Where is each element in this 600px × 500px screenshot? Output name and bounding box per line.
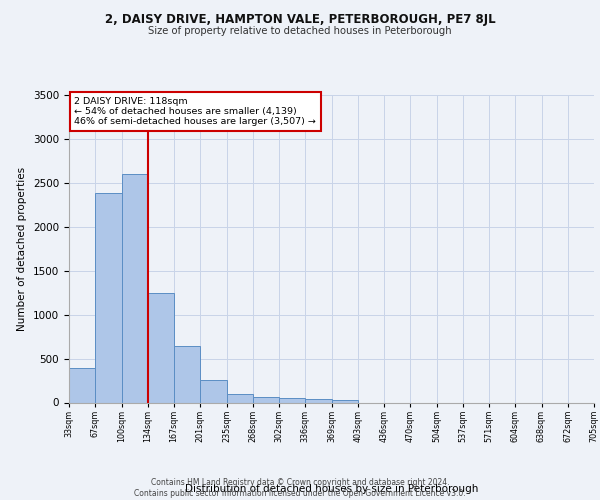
Text: 2 DAISY DRIVE: 118sqm
← 54% of detached houses are smaller (4,139)
46% of semi-d: 2 DAISY DRIVE: 118sqm ← 54% of detached … — [74, 96, 316, 126]
Bar — [305, 398, 331, 402]
Text: Contains HM Land Registry data © Crown copyright and database right 2024.
Contai: Contains HM Land Registry data © Crown c… — [134, 478, 466, 498]
Bar — [174, 346, 200, 403]
Bar — [200, 380, 227, 402]
Bar — [121, 174, 148, 402]
Bar — [227, 394, 253, 402]
X-axis label: Distribution of detached houses by size in Peterborough: Distribution of detached houses by size … — [185, 484, 478, 494]
Bar — [331, 400, 358, 402]
Bar — [95, 192, 121, 402]
Bar — [148, 292, 174, 403]
Bar — [69, 368, 95, 402]
Bar — [253, 397, 279, 402]
Text: Size of property relative to detached houses in Peterborough: Size of property relative to detached ho… — [148, 26, 452, 36]
Y-axis label: Number of detached properties: Number of detached properties — [17, 166, 28, 331]
Bar — [279, 398, 305, 402]
Text: 2, DAISY DRIVE, HAMPTON VALE, PETERBOROUGH, PE7 8JL: 2, DAISY DRIVE, HAMPTON VALE, PETERBOROU… — [104, 12, 496, 26]
